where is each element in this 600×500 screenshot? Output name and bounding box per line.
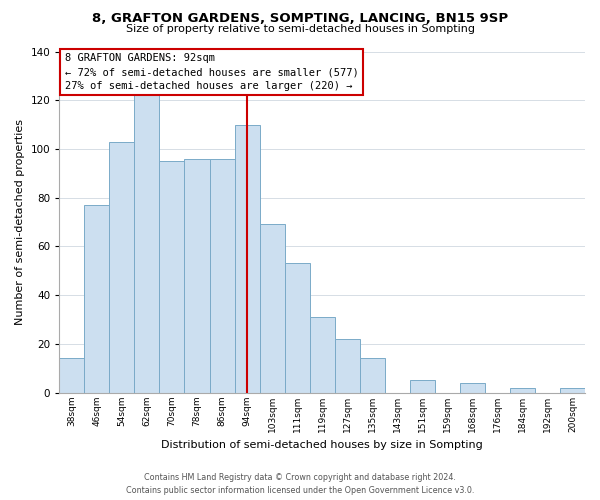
Bar <box>560 388 585 392</box>
Y-axis label: Number of semi-detached properties: Number of semi-detached properties <box>15 119 25 325</box>
Bar <box>310 317 335 392</box>
Bar <box>284 264 310 392</box>
Bar <box>335 339 360 392</box>
Bar <box>209 158 235 392</box>
Bar <box>460 383 485 392</box>
Bar <box>134 68 160 392</box>
Bar <box>85 205 109 392</box>
Bar <box>184 158 209 392</box>
X-axis label: Distribution of semi-detached houses by size in Sompting: Distribution of semi-detached houses by … <box>161 440 483 450</box>
Bar <box>510 388 535 392</box>
Text: Size of property relative to semi-detached houses in Sompting: Size of property relative to semi-detach… <box>125 24 475 34</box>
Text: 8, GRAFTON GARDENS, SOMPTING, LANCING, BN15 9SP: 8, GRAFTON GARDENS, SOMPTING, LANCING, B… <box>92 12 508 24</box>
Text: 8 GRAFTON GARDENS: 92sqm
← 72% of semi-detached houses are smaller (577)
27% of : 8 GRAFTON GARDENS: 92sqm ← 72% of semi-d… <box>65 53 358 91</box>
Bar <box>59 358 85 392</box>
Bar <box>360 358 385 392</box>
Bar <box>109 142 134 392</box>
Text: Contains HM Land Registry data © Crown copyright and database right 2024.
Contai: Contains HM Land Registry data © Crown c… <box>126 473 474 495</box>
Bar <box>260 224 284 392</box>
Bar <box>235 124 260 392</box>
Bar <box>160 161 184 392</box>
Bar <box>410 380 435 392</box>
